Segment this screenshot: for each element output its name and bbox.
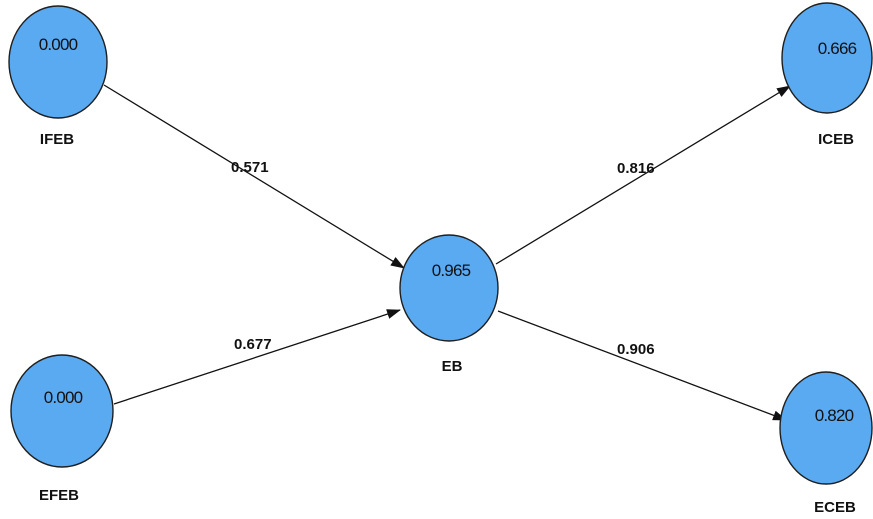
node-ifeb[interactable]: 0.000 IFEB [8, 5, 108, 148]
edge-label-efeb-eb: 0.677 [234, 336, 272, 353]
node-eb-label: EB [442, 358, 463, 375]
node-iceb-label: ICEB [818, 131, 854, 148]
edge-label-eb-eceb: 0.906 [617, 341, 655, 358]
node-eceb-value: 0.820 [815, 406, 854, 425]
edge-efeb-to-eb[interactable] [113, 309, 401, 405]
node-iceb-value: 0.666 [818, 39, 857, 58]
node-eb-value: 0.965 [432, 261, 471, 280]
node-eb[interactable]: 0.965 EB [399, 234, 499, 375]
edge-label-eb-iceb: 0.816 [617, 160, 655, 177]
node-eceb[interactable]: 0.820 ECEB [779, 371, 873, 516]
node-efeb-circle[interactable] [10, 354, 114, 468]
edge-labels: 0.571 0.677 0.816 0.906 [231, 159, 655, 358]
edges [103, 84, 791, 421]
node-iceb-circle[interactable] [781, 2, 873, 114]
node-eb-circle[interactable] [399, 234, 499, 342]
edge-label-ifeb-eb: 0.571 [231, 159, 269, 176]
node-eceb-label: ECEB [814, 499, 856, 516]
node-efeb[interactable]: 0.000 EFEB [10, 354, 114, 504]
node-ifeb-value: 0.000 [39, 35, 78, 54]
node-ifeb-label: IFEB [40, 131, 74, 148]
node-efeb-value: 0.000 [44, 388, 83, 407]
node-eceb-circle[interactable] [779, 371, 873, 485]
node-ifeb-circle[interactable] [8, 5, 108, 119]
edge-eb-to-eceb[interactable] [497, 310, 787, 421]
node-iceb[interactable]: 0.666 ICEB [781, 2, 873, 148]
node-efeb-label: EFEB [39, 487, 79, 504]
edge-eb-to-iceb[interactable] [495, 85, 791, 265]
edge-ifeb-to-eb[interactable] [103, 84, 405, 269]
